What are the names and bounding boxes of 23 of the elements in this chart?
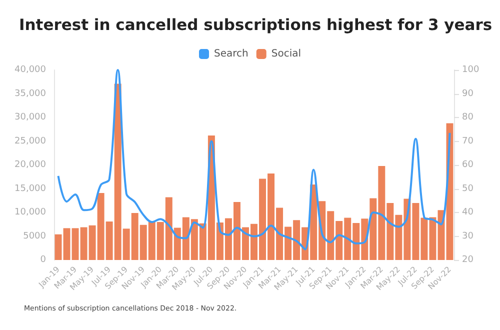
- y-tick-label: 35,000: [14, 88, 46, 99]
- y-tick-label: 30,000: [14, 112, 46, 122]
- y-tick-label: 40,000: [14, 65, 46, 75]
- y2-tick-label: 50: [462, 184, 474, 194]
- y2-tick-label: 100: [462, 65, 480, 75]
- legend-label: Social: [271, 48, 302, 60]
- y2-tick-label: 40: [462, 208, 474, 218]
- y2-tick-label: 80: [462, 112, 474, 122]
- y-tick-label: 20,000: [14, 160, 46, 170]
- chart-title: Interest in cancelled subscriptions highest for 3 years: [19, 16, 492, 34]
- y2-tick-label: 90: [462, 88, 474, 99]
- y-tick-label: 5000: [23, 231, 46, 242]
- y-tick-label: 25,000: [14, 136, 46, 146]
- y2-tick-label: 20: [462, 255, 474, 265]
- y2-tick-label: 30: [462, 231, 474, 242]
- legend-label: Search: [214, 48, 248, 60]
- bar: [54, 234, 62, 260]
- y-tick-label: 0: [40, 255, 46, 265]
- line-series: [57, 69, 451, 250]
- y2-tick-label: 70: [462, 136, 474, 146]
- y2-tick-label: 60: [462, 160, 474, 170]
- y-tick-label: 10,000: [14, 208, 46, 218]
- y-tick-label: 15,000: [14, 184, 46, 194]
